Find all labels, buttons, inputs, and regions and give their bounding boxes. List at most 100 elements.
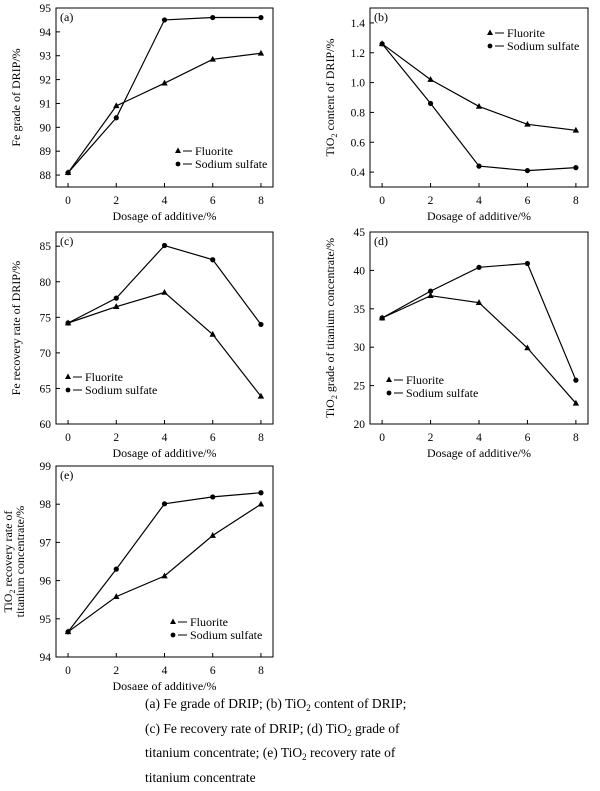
y-tick-label: 95 [40, 3, 52, 15]
x-tick-label: 6 [210, 665, 216, 677]
y-tick-label: 97 [40, 537, 52, 549]
data-point [379, 41, 385, 47]
chart-panel-c: 60 65 70 75 80 85 0 2 4 6 8 Dosage of additive/% Fe … [9, 231, 274, 460]
data-point [210, 257, 216, 263]
legend-marker [175, 161, 181, 167]
legend-label: Sodium sulfate [190, 628, 262, 642]
series-line [381, 43, 576, 131]
data-point [210, 494, 216, 500]
y-tick-label: 25 [354, 381, 366, 393]
data-point [427, 288, 434, 294]
data-point [572, 399, 580, 406]
y-tick-label: 98 [40, 499, 52, 511]
caption-text: (a) Fe grade of DRIP; (b) TiO [145, 696, 307, 711]
y-tick-label: 75 [40, 312, 52, 324]
x-tick-label: 2 [113, 665, 119, 677]
x-axis-title: Dosage of additive/% [113, 446, 217, 460]
legend-label: Fluorite [195, 144, 233, 158]
caption-subscript: 2 [302, 752, 307, 762]
data-point [209, 55, 216, 62]
caption-text: content of DRIP; [310, 696, 407, 711]
y-tick-label: 94 [40, 27, 52, 39]
x-tick-label: 0 [65, 195, 71, 207]
legend-marker [170, 618, 176, 624]
x-tick-label: 6 [210, 195, 216, 207]
caption-line-1: (a) Fe grade of DRIP; (b) TiO2 content o… [145, 692, 445, 717]
panel-label: (d) [374, 234, 388, 248]
data-point [65, 629, 71, 635]
data-point [113, 303, 120, 309]
caption-subscript: 2 [306, 703, 311, 713]
y-tick-label: 94 [40, 652, 52, 664]
legend-marker [386, 390, 392, 396]
caption-subscript: 2 [347, 727, 352, 738]
y-tick-label: 0.8 [351, 107, 366, 119]
y-tick-label: 90 [40, 122, 52, 134]
data-point [427, 100, 434, 107]
legend-marker [487, 29, 493, 35]
legend-label: Sodium sulfate [85, 383, 157, 397]
panel-label: (a) [60, 10, 73, 24]
x-tick-label: 6 [210, 432, 216, 444]
y-tick-label: 1.0 [351, 78, 366, 90]
data-point [161, 79, 168, 86]
panel-label: (c) [60, 234, 73, 248]
data-point [113, 593, 120, 599]
x-tick-label: 4 [162, 195, 168, 207]
chart-panel-e: 94 95 96 97 98 99 0 2 4 6 8 Dosage of additive/% TiO… [1, 461, 274, 690]
y-tick-label: 92 [40, 75, 52, 87]
panel-label: (b) [374, 10, 388, 24]
caption-text: recovery rate of [306, 745, 396, 760]
y-tick-label: 1.2 [351, 48, 366, 60]
caption-line-4: titanium concentrate [145, 769, 256, 785]
x-tick-label: 6 [525, 195, 531, 207]
data-point [475, 299, 483, 305]
y-axis-title: TiO2 content of DRIP/% [323, 39, 339, 157]
data-point [573, 377, 579, 383]
data-point [113, 566, 119, 572]
chart-panel-a: 88 89 90 91 92 93 94 95 0 2 4 6 8 Dosage of additive/… [9, 3, 274, 223]
data-point [476, 264, 482, 270]
x-tick-label: 8 [573, 432, 579, 444]
y-tick-label: 45 [354, 227, 366, 239]
plot-frame [369, 7, 589, 188]
data-point [113, 102, 120, 109]
legend-label: Fluorite [85, 370, 123, 384]
y-tick-label: 95 [40, 614, 52, 626]
x-tick-label: 4 [476, 432, 482, 444]
legend-label: Fluorite [507, 26, 545, 40]
x-tick-label: 4 [162, 432, 168, 444]
x-tick-label: 6 [525, 432, 531, 444]
legend-label: Fluorite [190, 615, 228, 629]
data-point [161, 17, 168, 23]
caption-line-3: titanium concentrate; (e) TiO2 recovery … [145, 741, 445, 766]
y-tick-label: 99 [40, 461, 52, 473]
y-tick-label: 93 [40, 51, 52, 63]
data-point [476, 163, 482, 169]
y-tick-label: 85 [40, 241, 52, 253]
y-axis-title: TiO2 recovery rate of [1, 511, 17, 613]
data-point [161, 501, 168, 507]
plot-frame [369, 231, 589, 425]
x-tick-label: 2 [428, 195, 434, 207]
legend-marker [487, 43, 493, 49]
data-point [524, 260, 531, 267]
y-tick-label: 1.4 [351, 18, 366, 30]
y-tick-label: 30 [354, 342, 366, 354]
data-point [161, 288, 168, 295]
data-point [379, 315, 385, 321]
y-tick-label: 0.6 [351, 137, 366, 149]
y-axis-title: TiO2 grade of titanium concentrate/% [323, 238, 339, 418]
x-tick-label: 8 [573, 195, 579, 207]
y-tick-label: 40 [354, 265, 366, 277]
data-point [65, 170, 71, 176]
x-tick-label: 2 [428, 432, 434, 444]
legend-marker [386, 376, 392, 382]
y-axis-title: titanium concentrate/% [13, 506, 27, 618]
x-tick-label: 4 [162, 665, 168, 677]
x-tick-label: 2 [113, 195, 119, 207]
data-point [258, 321, 264, 328]
data-point [161, 572, 168, 579]
y-tick-label: 60 [40, 419, 52, 431]
y-tick-label: 0.4 [351, 167, 366, 179]
